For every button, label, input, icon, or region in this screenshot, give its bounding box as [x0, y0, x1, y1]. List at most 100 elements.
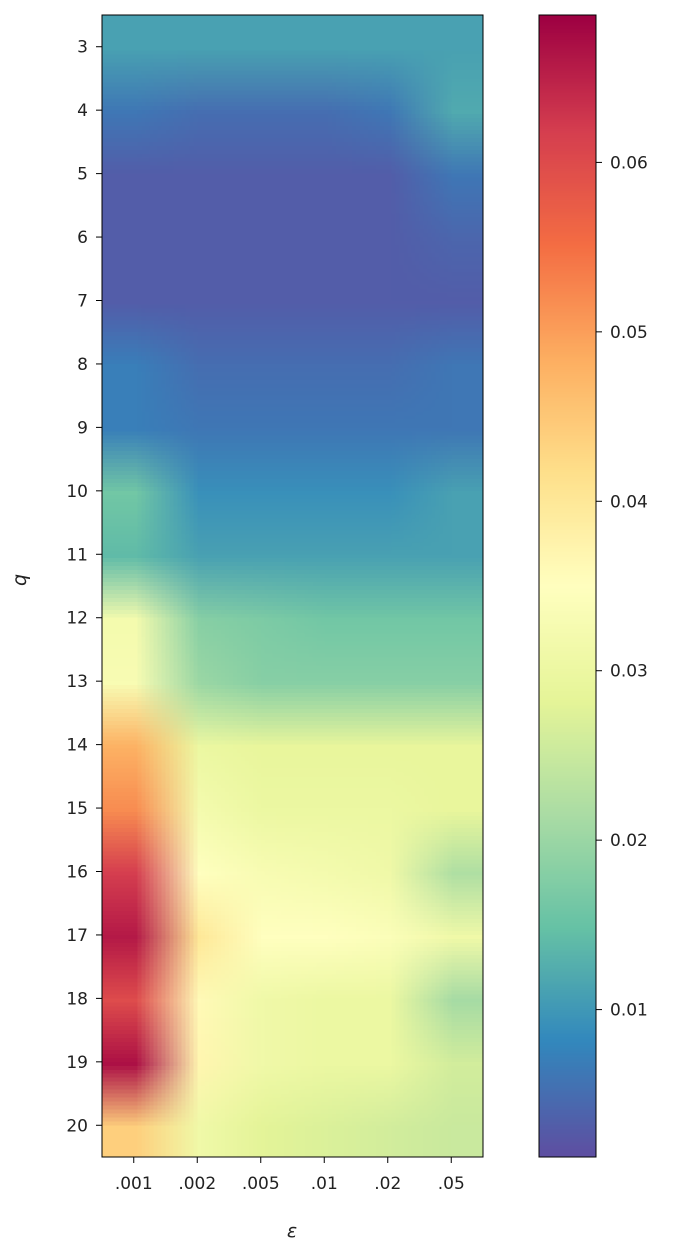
heatmap-cell-q4-e.01: [293, 78, 357, 141]
heatmap-cell-q18-e.05: [420, 967, 484, 1030]
heatmap-cell-q5-e.02: [356, 142, 420, 205]
colorbar-tick-label: 0.05: [610, 323, 648, 343]
heatmap-cell-q4-e.05: [420, 78, 484, 141]
x-tick-label: .02: [374, 1174, 401, 1194]
y-tick-label: 5: [77, 165, 88, 185]
heatmap-cell-q14-e.002: [166, 713, 230, 776]
heatmap-cell-q13-e.01: [293, 649, 357, 712]
heatmap-cell-q9-e.02: [356, 396, 420, 459]
heatmap-cell-q8-e.01: [293, 332, 357, 395]
colorbar-gradient: [539, 15, 596, 1157]
heatmap-cell-q3-e.001: [102, 15, 166, 78]
y-tick-label: 11: [66, 545, 88, 565]
x-tick-label: .002: [178, 1174, 216, 1194]
y-tick-label: 7: [77, 292, 88, 312]
y-tick-label: 3: [77, 38, 88, 58]
heatmap-cell-q7-e.005: [229, 269, 293, 332]
heatmap-cell-q15-e.02: [356, 776, 420, 839]
heatmap-cell-q4-e.02: [356, 78, 420, 141]
colorbar-tick-label: 0.04: [610, 492, 648, 512]
heatmap-cell-q13-e.005: [229, 649, 293, 712]
heatmap-cell-q11-e.02: [356, 523, 420, 586]
heatmap-cell-q5-e.01: [293, 142, 357, 205]
heatmap-cell-q15-e.01: [293, 776, 357, 839]
y-tick-label: 10: [66, 482, 88, 502]
heatmap-cell-q11-e.05: [420, 523, 484, 586]
heatmap-cell-q10-e.001: [102, 459, 166, 522]
heatmap-cell-q17-e.02: [356, 903, 420, 966]
x-tick-label: .001: [115, 1174, 153, 1194]
heatmap-cell-q19-e.001: [102, 1030, 166, 1093]
heatmap-cell-q4-e.002: [166, 78, 230, 141]
x-tick-label: .005: [242, 1174, 280, 1194]
heatmap-cell-q11-e.002: [166, 523, 230, 586]
heatmap-cell-q17-e.05: [420, 903, 484, 966]
heatmap-cell-q7-e.02: [356, 269, 420, 332]
heatmap-cell-q6-e.02: [356, 205, 420, 268]
y-tick-label: 16: [66, 863, 88, 883]
plot-frame: [101, 14, 484, 1158]
heatmap-cell-q16-e.001: [102, 840, 166, 903]
heatmap-cell-q18-e.005: [229, 967, 293, 1030]
heatmap-cell-q3-e.05: [420, 15, 484, 78]
heatmap-cell-q16-e.002: [166, 840, 230, 903]
heatmap-cell-q14-e.005: [229, 713, 293, 776]
heatmap-cell-q3-e.002: [166, 15, 230, 78]
heatmap-cell-q19-e.002: [166, 1030, 230, 1093]
heatmap-cell-q5-e.05: [420, 142, 484, 205]
y-tick-label: 20: [66, 1116, 88, 1136]
y-tick-label: 4: [77, 101, 88, 121]
heatmap-cell-q3-e.01: [293, 15, 357, 78]
heatmap-cell-q10-e.02: [356, 459, 420, 522]
colorbar-tick-label: 0.01: [610, 1001, 648, 1021]
heatmap-cell-q4-e.005: [229, 78, 293, 141]
heatmap-cell-q9-e.05: [420, 396, 484, 459]
heatmap-cell-q9-e.01: [293, 396, 357, 459]
heatmap-cell-q17-e.01: [293, 903, 357, 966]
heatmap-cell-q16-e.01: [293, 840, 357, 903]
heatmap-cell-q10-e.01: [293, 459, 357, 522]
heatmap-cell-q13-e.002: [166, 649, 230, 712]
heatmap-cell-q10-e.05: [420, 459, 484, 522]
heatmap-cell-q8-e.002: [166, 332, 230, 395]
heatmap-cell-q7-e.002: [166, 269, 230, 332]
heatmap-cell-q20-e.001: [102, 1094, 166, 1157]
heatmap-cell-q18-e.01: [293, 967, 357, 1030]
heatmap-cell-q5-e.002: [166, 142, 230, 205]
heatmap-cell-q12-e.02: [356, 586, 420, 649]
heatmap-cell-q16-e.05: [420, 840, 484, 903]
heatmap-cell-q20-e.002: [166, 1094, 230, 1157]
heatmap-cell-q12-e.002: [166, 586, 230, 649]
heatmap-cell-q14-e.001: [102, 713, 166, 776]
heatmap-cell-q15-e.005: [229, 776, 293, 839]
heatmap-cell-q18-e.001: [102, 967, 166, 1030]
heatmap-cell-q5-e.001: [102, 142, 166, 205]
heatmap-cell-q11-e.01: [293, 523, 357, 586]
heatmap-cell-q11-e.005: [229, 523, 293, 586]
heatmap-cell-q10-e.005: [229, 459, 293, 522]
y-tick-label: 15: [66, 799, 88, 819]
heatmap-cell-q14-e.01: [293, 713, 357, 776]
heatmap-cell-q3-e.005: [229, 15, 293, 78]
y-tick-label: 17: [66, 926, 88, 946]
heatmap-cell-q10-e.002: [166, 459, 230, 522]
heatmap-cell-q6-e.002: [166, 205, 230, 268]
heatmap-cell-q7-e.01: [293, 269, 357, 332]
heatmap-cell-q3-e.02: [356, 15, 420, 78]
y-tick-label: 13: [66, 672, 88, 692]
heatmap-cell-q14-e.02: [356, 713, 420, 776]
y-tick-label: 18: [66, 989, 88, 1009]
heatmap-cell-q19-e.005: [229, 1030, 293, 1093]
heatmap-cell-q9-e.002: [166, 396, 230, 459]
heatmap-cell-q15-e.002: [166, 776, 230, 839]
heatmap-cell-q9-e.001: [102, 396, 166, 459]
heatmap-cell-q6-e.05: [420, 205, 484, 268]
heatmap-cell-q20-e.02: [356, 1094, 420, 1157]
heatmap-cell-q17-e.001: [102, 903, 166, 966]
heatmap-cell-q12-e.001: [102, 586, 166, 649]
heatmap-image: [102, 15, 483, 1157]
y-axis-label: q: [9, 574, 31, 586]
heatmap-cell-q17-e.005: [229, 903, 293, 966]
